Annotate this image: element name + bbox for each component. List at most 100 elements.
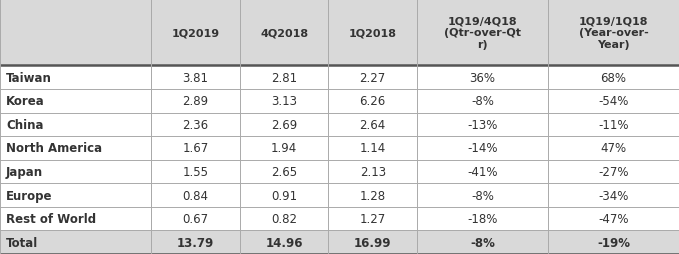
Bar	[240, 231, 329, 254]
Bar	[548, 160, 679, 184]
Text: -47%: -47%	[598, 212, 629, 225]
Text: -27%: -27%	[598, 165, 629, 178]
Bar	[240, 207, 329, 231]
Text: 1Q19/4Q18
(Qtr-over-Qt
r): 1Q19/4Q18 (Qtr-over-Qt r)	[444, 17, 521, 50]
Text: 47%: 47%	[600, 142, 627, 155]
Text: 36%: 36%	[470, 71, 496, 84]
Bar	[151, 113, 240, 137]
Text: -34%: -34%	[598, 189, 629, 202]
Text: 2.69: 2.69	[271, 118, 297, 131]
Bar	[151, 66, 240, 90]
Bar	[240, 66, 329, 90]
Text: 14.96: 14.96	[265, 236, 303, 249]
Bar	[417, 66, 548, 90]
Text: 1.67: 1.67	[183, 142, 208, 155]
Bar	[0, 184, 151, 207]
Text: -13%: -13%	[467, 118, 498, 131]
Bar	[417, 207, 548, 231]
Bar	[151, 184, 240, 207]
Bar	[240, 137, 329, 160]
Bar	[329, 66, 417, 90]
Bar	[240, 113, 329, 137]
Bar	[548, 231, 679, 254]
Text: 68%: 68%	[600, 71, 627, 84]
Bar	[329, 0, 417, 66]
Bar	[417, 90, 548, 113]
Text: 0.82: 0.82	[271, 212, 297, 225]
Bar	[151, 160, 240, 184]
Text: 1Q19/1Q18
(Year-over-
Year): 1Q19/1Q18 (Year-over- Year)	[579, 17, 648, 50]
Text: 3.13: 3.13	[271, 95, 297, 108]
Text: Japan: Japan	[6, 165, 43, 178]
Text: -8%: -8%	[471, 95, 494, 108]
Bar	[548, 113, 679, 137]
Text: 13.79: 13.79	[177, 236, 214, 249]
Bar	[548, 184, 679, 207]
Bar	[548, 0, 679, 66]
Bar	[417, 231, 548, 254]
Text: -8%: -8%	[470, 236, 495, 249]
Text: -54%: -54%	[598, 95, 629, 108]
Bar	[151, 231, 240, 254]
Text: -18%: -18%	[467, 212, 498, 225]
Text: 2.36: 2.36	[183, 118, 208, 131]
Text: -11%: -11%	[598, 118, 629, 131]
Text: 2.13: 2.13	[360, 165, 386, 178]
Bar	[329, 160, 417, 184]
Bar	[329, 137, 417, 160]
Text: Rest of World: Rest of World	[6, 212, 96, 225]
Bar	[240, 0, 329, 66]
Bar	[151, 0, 240, 66]
Bar	[151, 207, 240, 231]
Bar	[329, 113, 417, 137]
Text: 1.27: 1.27	[360, 212, 386, 225]
Text: Taiwan: Taiwan	[6, 71, 52, 84]
Bar	[0, 207, 151, 231]
Text: 1Q2018: 1Q2018	[349, 28, 397, 38]
Bar	[417, 113, 548, 137]
Bar	[329, 184, 417, 207]
Text: 1.94: 1.94	[271, 142, 297, 155]
Bar	[0, 137, 151, 160]
Text: 3.81: 3.81	[183, 71, 208, 84]
Bar	[548, 137, 679, 160]
Text: 0.84: 0.84	[183, 189, 208, 202]
Text: 2.65: 2.65	[271, 165, 297, 178]
Bar	[151, 90, 240, 113]
Text: -8%: -8%	[471, 189, 494, 202]
Bar	[548, 90, 679, 113]
Bar	[417, 160, 548, 184]
Text: 0.91: 0.91	[271, 189, 297, 202]
Text: China: China	[6, 118, 43, 131]
Text: 1.28: 1.28	[360, 189, 386, 202]
Bar	[548, 66, 679, 90]
Text: 4Q2018: 4Q2018	[260, 28, 308, 38]
Bar	[417, 184, 548, 207]
Bar	[417, 137, 548, 160]
Bar	[240, 160, 329, 184]
Bar	[417, 0, 548, 66]
Text: North America: North America	[6, 142, 102, 155]
Bar	[0, 90, 151, 113]
Bar	[0, 66, 151, 90]
Text: 2.27: 2.27	[360, 71, 386, 84]
Bar	[329, 231, 417, 254]
Text: -41%: -41%	[467, 165, 498, 178]
Bar	[0, 160, 151, 184]
Text: 2.81: 2.81	[271, 71, 297, 84]
Bar	[548, 207, 679, 231]
Text: 2.64: 2.64	[360, 118, 386, 131]
Bar	[240, 184, 329, 207]
Bar	[0, 0, 151, 66]
Bar	[329, 90, 417, 113]
Text: 1Q2019: 1Q2019	[171, 28, 219, 38]
Bar	[0, 231, 151, 254]
Text: 0.67: 0.67	[183, 212, 208, 225]
Text: Europe: Europe	[6, 189, 52, 202]
Bar	[0, 113, 151, 137]
Text: 16.99: 16.99	[354, 236, 392, 249]
Text: 1.14: 1.14	[360, 142, 386, 155]
Text: 1.55: 1.55	[183, 165, 208, 178]
Text: 2.89: 2.89	[183, 95, 208, 108]
Text: -19%: -19%	[597, 236, 630, 249]
